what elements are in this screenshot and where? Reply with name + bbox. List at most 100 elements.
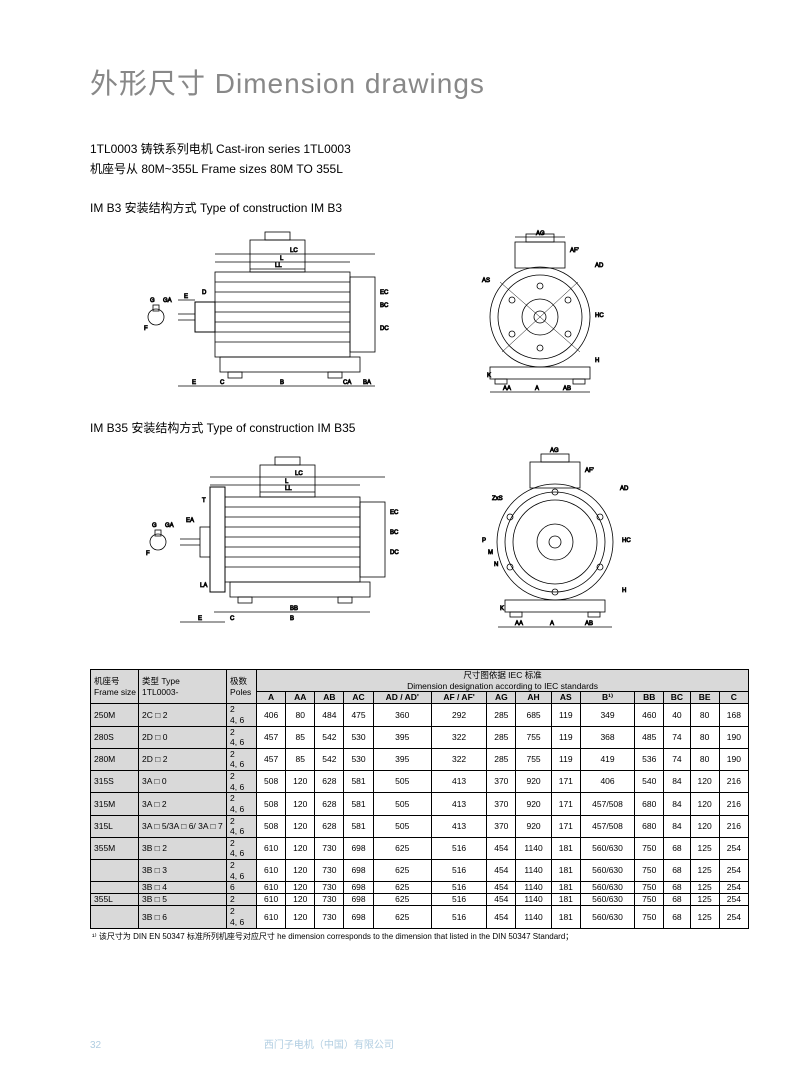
- cell-value: 625: [373, 906, 431, 928]
- cell-value: 168: [719, 704, 748, 726]
- cell-value: 610: [257, 882, 286, 894]
- cell-poles: 2 4, 6: [227, 793, 257, 815]
- table-row: 280S2D □ 02 4, 6457855425303953222857551…: [91, 726, 749, 748]
- svg-text:C: C: [220, 380, 225, 386]
- cell-value: 413: [431, 815, 486, 837]
- motor-side-view-b3: LC L LL E E C B CA BA BC DC D EC GGA F: [130, 222, 410, 397]
- cell-value: 680: [635, 815, 664, 837]
- cell-value: 540: [635, 771, 664, 793]
- cell-value: 750: [635, 894, 664, 906]
- svg-text:G: G: [152, 523, 157, 529]
- cell-value: 171: [551, 793, 580, 815]
- cell-poles: 2 4, 6: [227, 771, 257, 793]
- cell-value: 68: [664, 906, 690, 928]
- svg-text:AF': AF': [585, 468, 594, 474]
- cell-type: 3B □ 4: [139, 882, 227, 894]
- svg-text:K: K: [500, 606, 504, 612]
- cell-value: 680: [635, 793, 664, 815]
- svg-text:P: P: [482, 538, 486, 544]
- cell-value: 322: [431, 748, 486, 770]
- cell-value: 125: [690, 906, 719, 928]
- cell-value: 454: [487, 837, 516, 859]
- svg-text:BC: BC: [380, 303, 389, 309]
- cell-value: 1140: [516, 894, 551, 906]
- th-iec-cn: 尺寸图依据 IEC 标准: [463, 670, 541, 680]
- cell-value: 413: [431, 771, 486, 793]
- cell-type: 2D □ 0: [139, 726, 227, 748]
- cell-value: 254: [719, 906, 748, 928]
- cell-value: 84: [664, 815, 690, 837]
- cell-value: 80: [690, 704, 719, 726]
- cell-value: 516: [431, 837, 486, 859]
- svg-text:BA: BA: [363, 380, 371, 386]
- cell-value: 413: [431, 793, 486, 815]
- subtitle-1: 1TL0003 铸铁系列电机 Cast-iron series 1TL0003: [90, 140, 749, 157]
- cell-value: 698: [344, 882, 373, 894]
- cell-value: 1140: [516, 860, 551, 882]
- svg-text:GA: GA: [163, 298, 172, 304]
- cell-value: 85: [286, 748, 315, 770]
- cell-value: 120: [286, 860, 315, 882]
- svg-text:M: M: [488, 550, 493, 556]
- cell-poles: 2 4, 6: [227, 837, 257, 859]
- cell-value: 119: [551, 726, 580, 748]
- cell-frame: 280S: [91, 726, 139, 748]
- cell-value: 395: [373, 726, 431, 748]
- th-col: BE: [690, 692, 719, 704]
- page-number: 32: [90, 1040, 101, 1051]
- cell-value: 190: [719, 748, 748, 770]
- cell-value: 68: [664, 837, 690, 859]
- svg-text:BB: BB: [290, 606, 298, 612]
- cell-value: 581: [344, 815, 373, 837]
- th-col: BB: [635, 692, 664, 704]
- svg-text:T: T: [202, 498, 206, 504]
- cell-value: 84: [664, 771, 690, 793]
- cell-value: 119: [551, 748, 580, 770]
- th-col: AG: [487, 692, 516, 704]
- th-col: BC: [664, 692, 690, 704]
- table-row: 315S3A □ 02 4, 6508120628581505413370920…: [91, 771, 749, 793]
- svg-text:C: C: [230, 616, 235, 622]
- cell-value: 216: [719, 793, 748, 815]
- cell-value: 610: [257, 860, 286, 882]
- cell-type: 3B □ 2: [139, 837, 227, 859]
- cell-value: 755: [516, 726, 551, 748]
- motor-front-view-b3: AG AD HC H AS AA AAB K AF': [440, 222, 650, 397]
- svg-text:GA: GA: [165, 523, 174, 529]
- cell-value: 454: [487, 860, 516, 882]
- cell-value: 920: [516, 815, 551, 837]
- cell-value: 181: [551, 882, 580, 894]
- cell-value: 120: [286, 837, 315, 859]
- svg-text:E: E: [192, 380, 196, 386]
- cell-value: 254: [719, 882, 748, 894]
- cell-type: 3B □ 3: [139, 860, 227, 882]
- th-col: AB: [315, 692, 344, 704]
- cell-value: 370: [487, 815, 516, 837]
- th-col: A: [257, 692, 286, 704]
- cell-value: 120: [286, 793, 315, 815]
- cell-value: 120: [286, 906, 315, 928]
- svg-text:DC: DC: [380, 326, 389, 332]
- svg-text:N: N: [494, 562, 498, 568]
- cell-value: 370: [487, 793, 516, 815]
- cell-value: 285: [487, 704, 516, 726]
- table-row: 355M3B □ 22 4, 6610120730698625516454114…: [91, 837, 749, 859]
- cell-frame: 355L: [91, 894, 139, 906]
- th-frame-en: Frame size: [94, 687, 136, 697]
- cell-value: 80: [690, 726, 719, 748]
- svg-text:AA: AA: [515, 621, 523, 627]
- svg-text:F: F: [146, 551, 150, 557]
- table-row: 3B □ 62 4, 66101207306986255164541140181…: [91, 906, 749, 928]
- cell-value: 454: [487, 906, 516, 928]
- svg-text:AG: AG: [536, 231, 545, 237]
- svg-text:B: B: [280, 380, 284, 386]
- cell-value: 370: [487, 771, 516, 793]
- svg-text:B: B: [290, 616, 294, 622]
- cell-value: 730: [315, 906, 344, 928]
- cell-value: 560/630: [580, 860, 634, 882]
- svg-text:HC: HC: [622, 538, 631, 544]
- svg-text:LA: LA: [200, 583, 207, 589]
- cell-type: 2D □ 2: [139, 748, 227, 770]
- cell-value: 516: [431, 894, 486, 906]
- table-row: 3B □ 32 4, 66101207306986255164541140181…: [91, 860, 749, 882]
